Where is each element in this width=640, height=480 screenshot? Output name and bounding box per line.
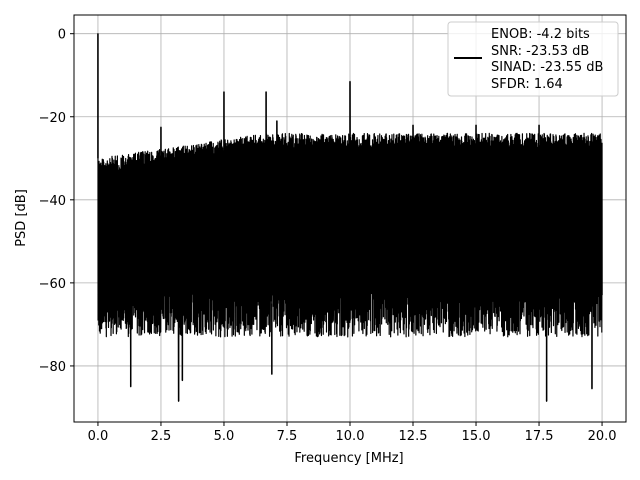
y-tick-label: 0 — [58, 28, 66, 43]
x-tick-label: 0.0 — [88, 429, 109, 444]
y-axis-label: PSD [dB] — [14, 189, 29, 247]
legend-box — [447, 21, 619, 97]
x-tick-label: 20.0 — [588, 429, 617, 444]
x-tick-label: 7.5 — [277, 429, 298, 444]
legend: ENOB: -4.2 bits SNR: -23.53 dB SINAD: -2… — [447, 21, 619, 97]
psd-series-line — [97, 33, 603, 402]
x-tick-label: 2.5 — [151, 429, 172, 444]
x-tick-label: 12.5 — [399, 429, 428, 444]
y-tick-label: −40 — [39, 194, 66, 209]
x-tick-label: 17.5 — [525, 429, 554, 444]
y-tick-label: −20 — [39, 111, 66, 126]
legend-entry-sfdr: SFDR: 1.64 — [491, 77, 563, 92]
axis-ticks: 0.0 2.5 5.0 7.5 10.0 12.5 15.0 17.5 20.0 0 −20 −40 −… — [39, 28, 617, 444]
legend-entry-sinad: SINAD: -23.55 dB — [491, 60, 603, 75]
x-axis-label: Frequency [MHz] — [294, 451, 403, 466]
legend-entry-snr: SNR: -23.53 dB — [491, 44, 589, 59]
x-tick-label: 15.0 — [462, 429, 491, 444]
y-tick-label: −60 — [39, 277, 66, 292]
legend-entry-enob: ENOB: -4.2 bits — [491, 27, 590, 42]
x-tick-label: 5.0 — [214, 429, 235, 444]
psd-trace — [97, 33, 603, 402]
x-tick-label: 10.0 — [336, 429, 365, 444]
y-tick-label: −80 — [39, 360, 66, 375]
